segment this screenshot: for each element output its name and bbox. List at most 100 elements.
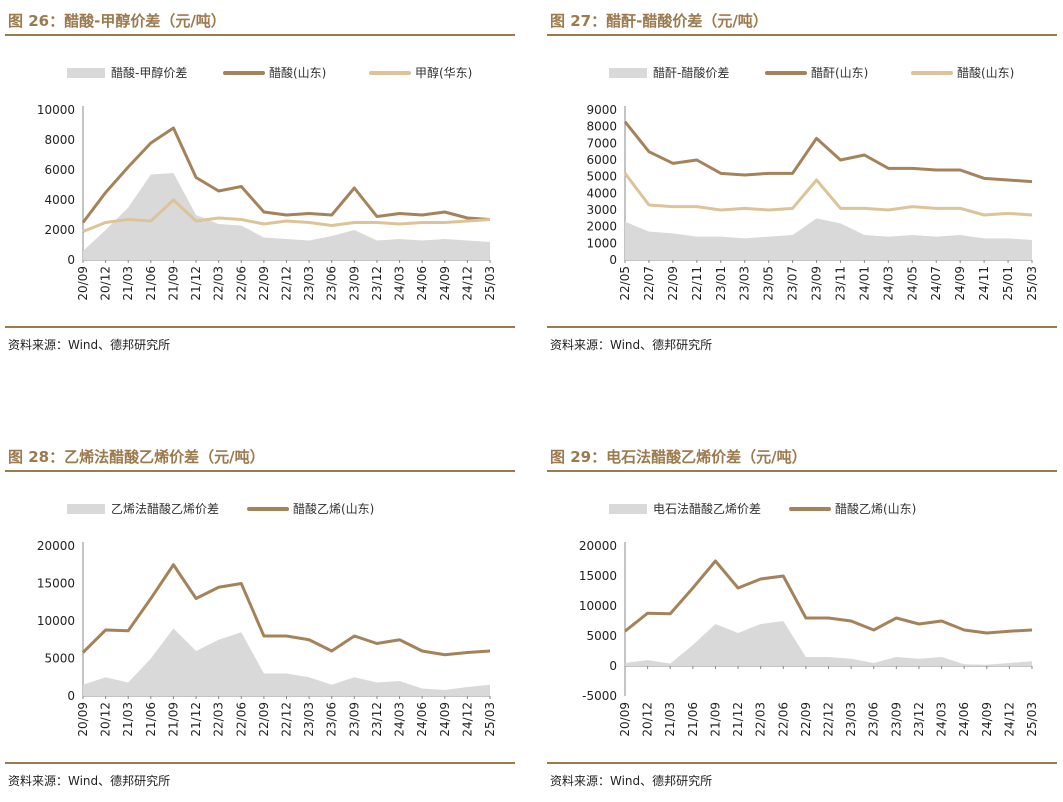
x-tick-label: 21/09 [166, 702, 180, 737]
x-tick-label: 20/12 [641, 702, 655, 737]
legend-label: 醋酸(山东) [269, 65, 326, 80]
y-tick-label: 10000 [579, 599, 617, 613]
x-tick-label: 25/03 [1025, 266, 1039, 301]
legend-item: 醋酐-醋酸价差 [609, 65, 729, 80]
y-tick-label: 20000 [37, 539, 75, 553]
x-tick-label: 23/06 [325, 702, 339, 737]
series-line [81, 126, 491, 224]
x-tick-label: 25/03 [483, 266, 497, 301]
y-tick-label: 2000 [44, 223, 75, 237]
x-tick-label: 21/06 [686, 702, 700, 737]
x-tick-label: 24/03 [393, 266, 407, 301]
source-note: 资料来源：Wind、德邦研究所 [547, 326, 1057, 353]
x-tick-label: 23/05 [762, 266, 776, 301]
legend-swatch [67, 68, 105, 78]
x-tick-label: 20/12 [99, 702, 113, 737]
y-tick-label: 9000 [586, 103, 617, 117]
x-tick-label: 24/11 [977, 266, 991, 301]
y-tick-label: -5000 [582, 689, 617, 703]
x-tick-label: 21/06 [144, 266, 158, 301]
x-tick-label: 24/03 [935, 702, 949, 737]
x-tick-label: 23/09 [810, 266, 824, 301]
legend-label: 电石法醋酸乙烯价差 [653, 501, 761, 516]
x-tick-label: 21/03 [121, 266, 135, 301]
x-tick-label: 24/12 [460, 266, 474, 301]
y-tick-label: 5000 [586, 629, 617, 643]
legend-swatch [609, 68, 647, 78]
x-tick-label: 23/06 [867, 702, 881, 737]
x-tick-label: 23/09 [347, 266, 361, 301]
chart-svg: 醋酸-甲醇价差 醋酸(山东) 甲醇(华东) 0 2000 4000 6000 8000 1000… [37, 65, 497, 301]
x-tick-label: 22/03 [212, 266, 226, 301]
x-tick-label: 21/09 [708, 702, 722, 737]
y-tick-label: 3000 [586, 203, 617, 217]
legend-label: 醋酸-甲醇价差 [111, 65, 187, 80]
y-tick-label: 6000 [44, 163, 75, 177]
y-tick-label: 10000 [37, 614, 75, 628]
x-tick-label: 22/12 [280, 702, 294, 737]
legend-label: 醋酸乙烯(山东) [293, 501, 374, 516]
y-tick-label: 15000 [579, 569, 617, 583]
series-area [83, 628, 490, 696]
source-note: 资料来源：Wind、德邦研究所 [5, 326, 515, 353]
legend-item: 醋酸乙烯(山东) [247, 501, 374, 516]
legend-label: 醋酸(山东) [957, 65, 1014, 80]
chart-title: 图 29：电石法醋酸乙烯价差（元/吨） [547, 444, 1057, 472]
legend-item: 醋酸(山东) [223, 65, 326, 80]
x-tick-label: 24/01 [857, 266, 871, 301]
x-tick-label: 22/06 [234, 266, 248, 301]
legend-item: 醋酸-甲醇价差 [67, 65, 187, 80]
x-tick-label: 21/09 [166, 266, 180, 301]
chart-panel-28: 图 28：乙烯法醋酸乙烯价差（元/吨） 乙烯法醋酸乙烯价差 醋酸乙烯(山东) 0 50… [5, 444, 515, 789]
x-tick-label: 23/06 [325, 266, 339, 301]
y-tick-label: 6000 [586, 153, 617, 167]
x-tick-label: 20/09 [76, 702, 90, 737]
y-tick-label: 0 [609, 253, 617, 267]
x-tick-label: 23/03 [302, 266, 316, 301]
y-tick-label: 8000 [44, 133, 75, 147]
chart-panel-26: 图 26：醋酸-甲醇价差（元/吨） 醋酸-甲醇价差 醋酸(山东) 甲醇(华东) 0 20… [5, 8, 515, 353]
y-tick-label: 20000 [579, 539, 617, 553]
x-tick-label: 21/12 [189, 702, 203, 737]
y-tick-label: 0 [609, 659, 617, 673]
y-tick-label: 1000 [586, 236, 617, 250]
chart-area: 醋酸-甲醇价差 醋酸(山东) 甲醇(华东) 0 2000 4000 6000 8000 1000… [5, 36, 515, 326]
x-tick-label: 22/12 [280, 266, 294, 301]
series-area [625, 218, 1032, 260]
y-tick-label: 5000 [586, 170, 617, 184]
x-tick-label: 23/07 [786, 266, 800, 301]
x-tick-label: 23/09 [889, 702, 903, 737]
x-tick-label: 22/05 [618, 266, 632, 301]
x-tick-label: 22/11 [690, 266, 704, 301]
y-tick-label: 8000 [586, 120, 617, 134]
x-tick-label: 25/01 [1001, 266, 1015, 301]
chart-panel-29: 图 29：电石法醋酸乙烯价差（元/吨） 电石法醋酸乙烯价差 醋酸乙烯(山东) -50… [547, 444, 1057, 789]
x-tick-label: 25/03 [483, 702, 497, 737]
y-tick-label: 4000 [44, 193, 75, 207]
x-tick-label: 21/12 [189, 266, 203, 301]
legend-label: 醋酐-醋酸价差 [653, 65, 729, 80]
chart-area: 乙烯法醋酸乙烯价差 醋酸乙烯(山东) 0 5000 10000 15000 20000 20/… [5, 472, 515, 762]
x-tick-label: 24/09 [980, 702, 994, 737]
series-line [81, 563, 491, 657]
y-tick-label: 0 [67, 253, 75, 267]
x-tick-label: 24/06 [415, 266, 429, 301]
x-tick-label: 23/01 [714, 266, 728, 301]
chart-title: 图 26：醋酸-甲醇价差（元/吨） [5, 8, 515, 36]
chart-svg: 乙烯法醋酸乙烯价差 醋酸乙烯(山东) 0 5000 10000 15000 20000 20/… [37, 501, 497, 737]
x-tick-label: 24/06 [957, 702, 971, 737]
x-tick-label: 25/03 [1025, 702, 1039, 737]
series-line [623, 172, 1033, 217]
x-tick-label: 20/09 [618, 702, 632, 737]
x-tick-label: 24/03 [881, 266, 895, 301]
series-line [624, 559, 1033, 635]
x-tick-label: 23/03 [302, 702, 316, 737]
x-tick-label: 23/12 [370, 702, 384, 737]
source-note: 资料来源：Wind、德邦研究所 [5, 762, 515, 789]
x-tick-label: 20/09 [76, 266, 90, 301]
x-tick-label: 24/05 [905, 266, 919, 301]
x-tick-label: 24/12 [460, 702, 474, 737]
legend-label: 甲醇(华东) [415, 65, 472, 80]
x-tick-label: 22/06 [234, 702, 248, 737]
x-tick-label: 24/07 [929, 266, 943, 301]
